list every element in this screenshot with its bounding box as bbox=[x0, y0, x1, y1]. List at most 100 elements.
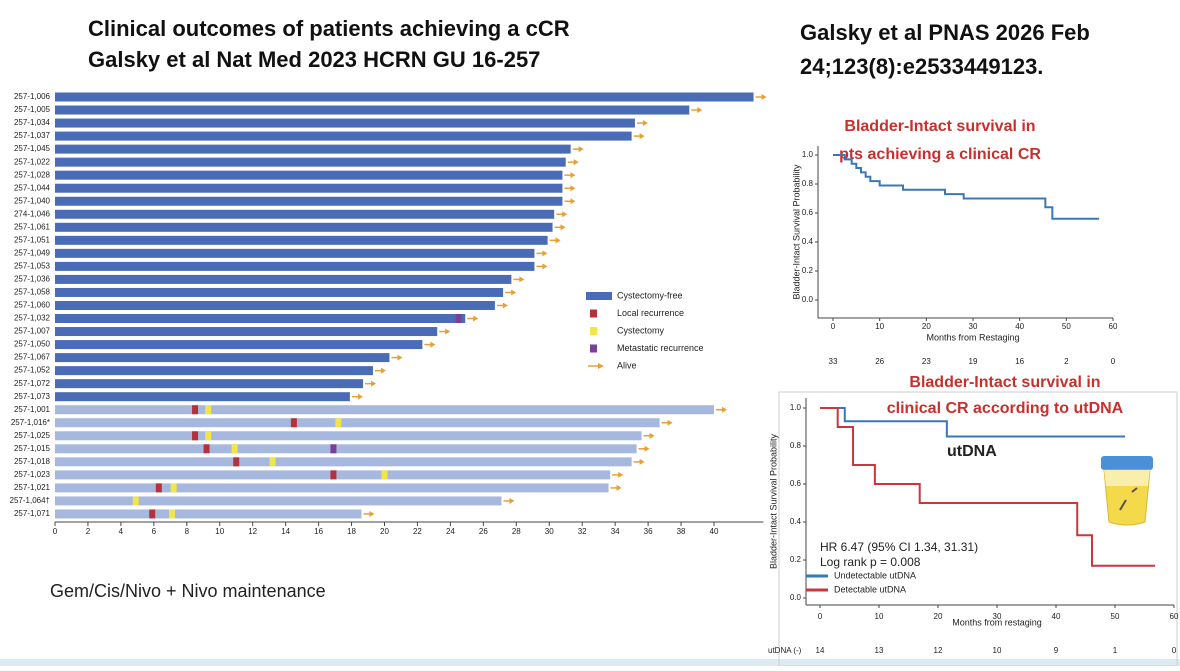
event-marker bbox=[168, 509, 175, 519]
bar bbox=[55, 196, 563, 206]
risk-count: 26 bbox=[875, 357, 884, 366]
risk-count: 19 bbox=[969, 357, 978, 366]
category-label: 257-1,052 bbox=[14, 366, 51, 375]
bar bbox=[55, 431, 642, 441]
annotation: HR 6.47 (95% CI 1.34, 31.31) bbox=[820, 540, 978, 554]
x-tick-label: 22 bbox=[413, 527, 422, 536]
category-label: 257-1,005 bbox=[14, 105, 51, 114]
alive-arrow-head bbox=[570, 185, 576, 192]
x-tick-label: 8 bbox=[185, 527, 190, 536]
category-label: 257-1,034 bbox=[14, 118, 51, 127]
alive-arrow-head bbox=[573, 159, 579, 166]
legend-swatch bbox=[590, 344, 597, 353]
legend-label: Cystectomy bbox=[617, 325, 665, 335]
chart-title: pts achieving a clinical CR bbox=[839, 146, 1041, 163]
y-tick-label: 0.2 bbox=[802, 266, 814, 275]
y-tick-label: 0.4 bbox=[802, 237, 814, 246]
event-marker bbox=[205, 431, 212, 441]
alive-arrow-head bbox=[397, 354, 403, 361]
alive-arrow-head bbox=[639, 133, 645, 140]
x-tick-label: 32 bbox=[578, 527, 587, 536]
category-label: 274-1,046 bbox=[14, 209, 51, 218]
x-tick-label: 30 bbox=[545, 527, 554, 536]
bar bbox=[55, 353, 390, 363]
category-label: 257-1,021 bbox=[14, 483, 51, 492]
x-tick-label: 24 bbox=[446, 527, 455, 536]
x-tick-label: 60 bbox=[1109, 322, 1118, 331]
alive-arrow-head bbox=[555, 237, 561, 244]
bar bbox=[55, 157, 566, 167]
alive-arrow-head bbox=[570, 172, 576, 179]
event-marker bbox=[203, 444, 210, 454]
bar bbox=[55, 235, 548, 245]
x-tick-label: 40 bbox=[710, 527, 719, 536]
x-tick-label: 20 bbox=[922, 322, 931, 331]
category-label: 257-1,060 bbox=[14, 301, 51, 310]
x-tick-label: 40 bbox=[1015, 322, 1024, 331]
risk-count: 12 bbox=[934, 646, 943, 655]
category-label: 257-1,044 bbox=[14, 183, 51, 192]
event-marker bbox=[149, 509, 156, 519]
category-label: 257-1,073 bbox=[14, 392, 51, 401]
bar bbox=[55, 496, 502, 506]
x-tick-label: 0 bbox=[831, 322, 836, 331]
annotation: utDNA bbox=[947, 443, 997, 460]
alive-arrow-head bbox=[667, 419, 673, 426]
risk-count: 13 bbox=[875, 646, 884, 655]
bar bbox=[55, 222, 553, 232]
x-tick-label: 14 bbox=[281, 527, 290, 536]
alive-arrow-head bbox=[616, 484, 622, 491]
footnote: Gem/Cis/Nivo + Nivo maintenance bbox=[50, 581, 326, 601]
risk-count: 14 bbox=[816, 646, 825, 655]
citation: Galsky et al PNAS 2026 Feb bbox=[800, 20, 1090, 45]
y-tick-label: 0.2 bbox=[790, 555, 802, 564]
y-tick-label: 0.0 bbox=[802, 295, 814, 304]
event-marker bbox=[455, 314, 462, 324]
risk-count: 1 bbox=[1113, 646, 1118, 655]
risk-label: utDNA (-) bbox=[768, 646, 802, 655]
bar bbox=[55, 457, 632, 467]
event-marker bbox=[205, 405, 212, 415]
bar bbox=[55, 105, 690, 115]
category-label: 257-1,015 bbox=[14, 444, 51, 453]
event-marker bbox=[381, 470, 388, 480]
y-tick-label: 1.0 bbox=[802, 150, 814, 159]
category-label: 257-1,016* bbox=[11, 418, 50, 427]
legend-label: Detectable utDNA bbox=[834, 584, 906, 594]
bar bbox=[55, 92, 754, 102]
x-tick-label: 10 bbox=[875, 612, 884, 621]
event-marker bbox=[170, 483, 177, 493]
alive-arrow-head bbox=[473, 315, 479, 322]
category-label: 257-1,072 bbox=[14, 379, 51, 388]
category-label: 257-1,053 bbox=[14, 261, 51, 270]
event-marker bbox=[155, 483, 162, 493]
category-label: 257-1,037 bbox=[14, 131, 51, 140]
category-label: 257-1,071 bbox=[14, 509, 51, 518]
alive-arrow-head bbox=[562, 211, 568, 218]
risk-count: 10 bbox=[993, 646, 1002, 655]
alive-arrow-head bbox=[369, 510, 375, 517]
legend-swatch bbox=[590, 327, 597, 335]
category-label: 257-1,007 bbox=[14, 327, 51, 336]
bar bbox=[55, 314, 466, 324]
x-tick-label: 36 bbox=[644, 527, 653, 536]
alive-arrow-head bbox=[511, 289, 517, 296]
x-tick-label: 2 bbox=[86, 527, 91, 536]
alive-arrow-head bbox=[542, 250, 548, 257]
category-label: 257-1,050 bbox=[14, 340, 51, 349]
category-label: 257-1,045 bbox=[14, 144, 51, 153]
x-tick-label: 18 bbox=[347, 527, 356, 536]
category-label: 257-1,022 bbox=[14, 157, 51, 166]
category-label: 257-1,040 bbox=[14, 196, 51, 205]
risk-count: 9 bbox=[1054, 646, 1059, 655]
x-tick-label: 50 bbox=[1111, 612, 1120, 621]
x-tick-label: 16 bbox=[314, 527, 323, 536]
y-tick-label: 0.6 bbox=[802, 208, 814, 217]
bar bbox=[55, 170, 563, 180]
slide-title: Galsky et al Nat Med 2023 HCRN GU 16-257 bbox=[88, 47, 540, 72]
alive-arrow-head bbox=[697, 107, 703, 114]
event-marker bbox=[192, 405, 199, 415]
chart-title: Bladder-Intact survival in bbox=[844, 118, 1035, 135]
category-label: 257-1,036 bbox=[14, 275, 51, 284]
alive-arrow-head bbox=[560, 224, 566, 231]
